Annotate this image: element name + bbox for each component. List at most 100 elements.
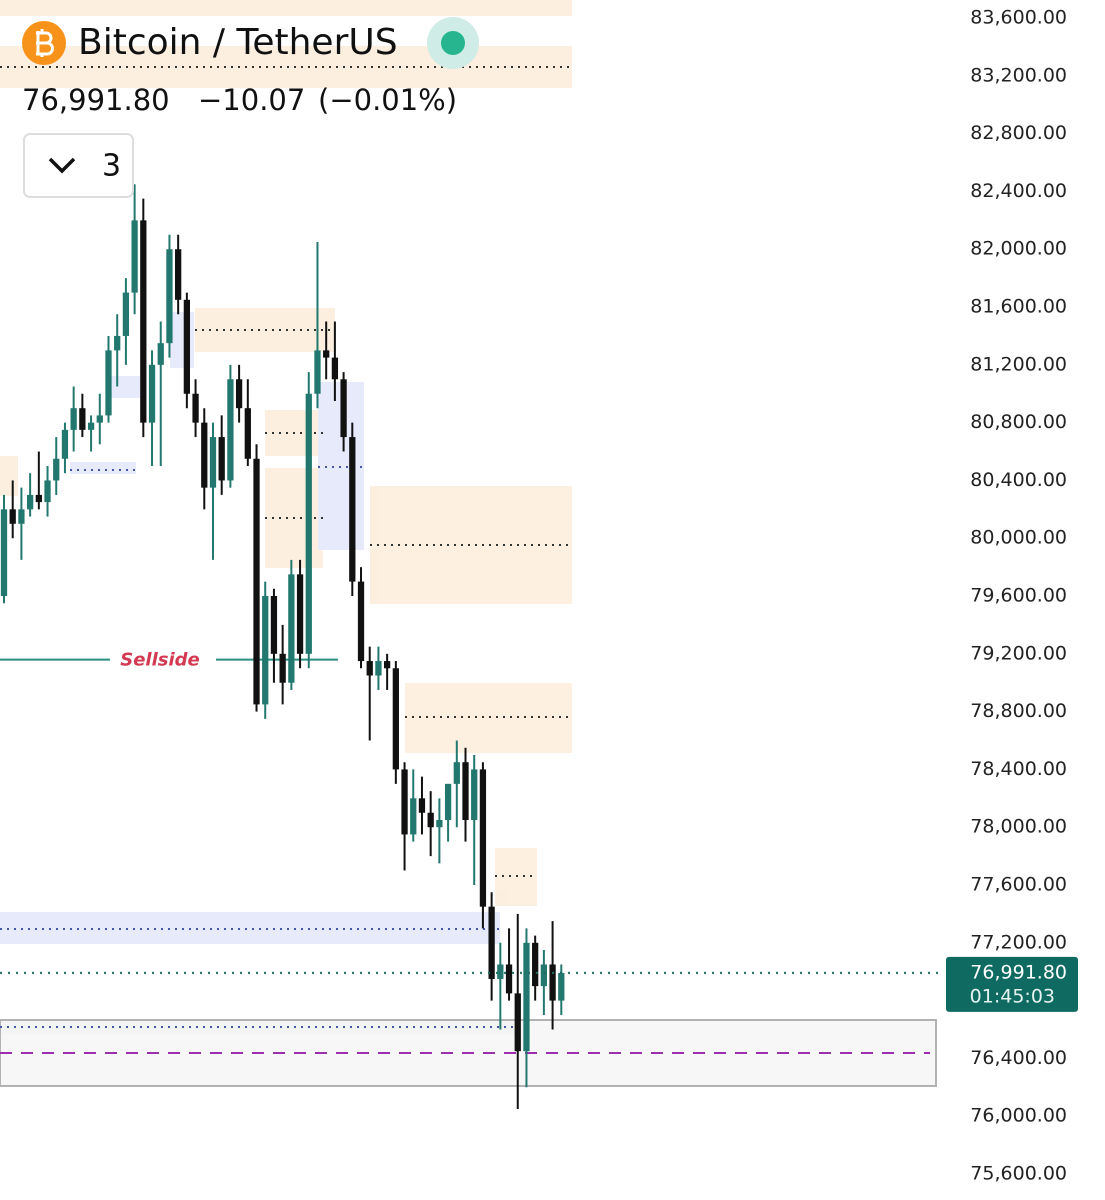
candle-body (79, 408, 86, 430)
candle-body (192, 393, 199, 423)
candle-body (253, 458, 260, 705)
candle-body (270, 596, 278, 654)
candle-body (148, 364, 156, 423)
candle-body (384, 661, 391, 669)
candle-body (488, 906, 495, 979)
price-change-pct: (−0.01%) (318, 83, 457, 117)
demand-zone (170, 312, 194, 368)
candle-body (523, 942, 530, 1052)
candle-body (540, 964, 548, 987)
y-tick-label: 78,400.00 (970, 758, 1067, 780)
demand-zone (110, 376, 140, 398)
y-tick-label: 82,800.00 (970, 122, 1067, 144)
y-tick-label: 76,000.00 (970, 1105, 1067, 1127)
candle-body (497, 964, 504, 979)
candle-body (305, 393, 312, 654)
candle-body (0, 509, 8, 597)
candle-body (549, 964, 556, 1001)
candle-body (323, 350, 330, 358)
candle-body (401, 769, 408, 835)
candle-body (479, 769, 487, 907)
last-price-box (946, 956, 1078, 1012)
y-tick-label: 79,200.00 (970, 642, 1067, 664)
candle-body (227, 379, 234, 481)
supply-zone (0, 0, 572, 16)
demand-zone (70, 462, 136, 474)
candle-body (44, 480, 51, 503)
candle-body (436, 819, 443, 828)
coin-glyph (36, 29, 54, 57)
candle-body (218, 437, 225, 481)
y-tick-label: 79,600.00 (970, 585, 1067, 607)
candle-body (279, 653, 286, 683)
y-tick-label: 80,400.00 (970, 469, 1067, 491)
countdown: 01:45:03 (970, 985, 1055, 1007)
candle-body (375, 661, 382, 676)
candle-body (9, 509, 16, 524)
y-tick-label: 83,600.00 (970, 7, 1067, 29)
y-tick-label: 80,800.00 (970, 411, 1067, 433)
candle-body (296, 574, 304, 654)
candle-body (201, 422, 208, 488)
supply-zone (370, 486, 572, 604)
y-tick-label: 78,800.00 (970, 700, 1067, 722)
indicator-count: 3 (102, 149, 121, 184)
sellside-label: Sellside (120, 650, 200, 671)
candle-body (61, 429, 69, 459)
candle-body (288, 574, 295, 683)
y-tick-label: 77,600.00 (970, 874, 1067, 896)
y-tick-label: 83,200.00 (970, 64, 1067, 86)
price-change: −10.07 (198, 83, 305, 117)
candle-body (427, 812, 434, 828)
candle-body (532, 942, 539, 987)
candle-body (140, 220, 147, 423)
last-price-label: 76,991.80 (970, 961, 1067, 983)
y-tick-label: 82,400.00 (970, 180, 1067, 202)
chevron (48, 157, 76, 174)
candle-body (331, 357, 339, 380)
candle-body (366, 661, 373, 676)
y-tick-label: 76,400.00 (970, 1047, 1067, 1069)
candle-body (357, 581, 365, 662)
candle-body (558, 972, 565, 1001)
candle-body (157, 343, 164, 365)
candle-body (349, 437, 356, 582)
y-tick-label: 81,200.00 (970, 353, 1067, 375)
y-tick-label: 78,000.00 (970, 816, 1067, 838)
candle-body (53, 458, 60, 481)
supply-zone (405, 683, 572, 753)
zone-midlines (0, 66, 572, 1028)
candle-body (505, 964, 513, 994)
candle-body (183, 299, 190, 394)
candle-body (418, 798, 426, 813)
status-dot (441, 31, 465, 55)
candle-body (392, 668, 399, 770)
candle-body (514, 993, 521, 1052)
candle-body (444, 783, 452, 820)
candle-body (87, 422, 95, 430)
y-tick-label: 81,600.00 (970, 296, 1067, 318)
zones (0, 0, 937, 1087)
indicator-toggle[interactable] (23, 133, 134, 198)
candle-body (131, 220, 138, 293)
candle-body (462, 762, 469, 820)
candle-body (314, 350, 321, 394)
y-tick-label: 82,000.00 (970, 238, 1067, 260)
candle-body (26, 494, 34, 510)
symbol-title: Bitcoin / TetherUS (78, 22, 398, 63)
candle-body (166, 249, 173, 344)
candle-body (410, 798, 417, 835)
candle-body (35, 494, 42, 503)
y-tick-label: 75,600.00 (970, 1162, 1067, 1184)
candle-body (340, 379, 347, 438)
candle-body (122, 292, 130, 336)
candle-body (235, 379, 243, 409)
candle-body (105, 350, 112, 416)
y-tick-label: 77,200.00 (970, 931, 1067, 953)
candle-body (209, 437, 217, 488)
candle-body (175, 249, 182, 300)
plot: Sellside (0, 184, 565, 1109)
demand-zone (0, 912, 500, 944)
